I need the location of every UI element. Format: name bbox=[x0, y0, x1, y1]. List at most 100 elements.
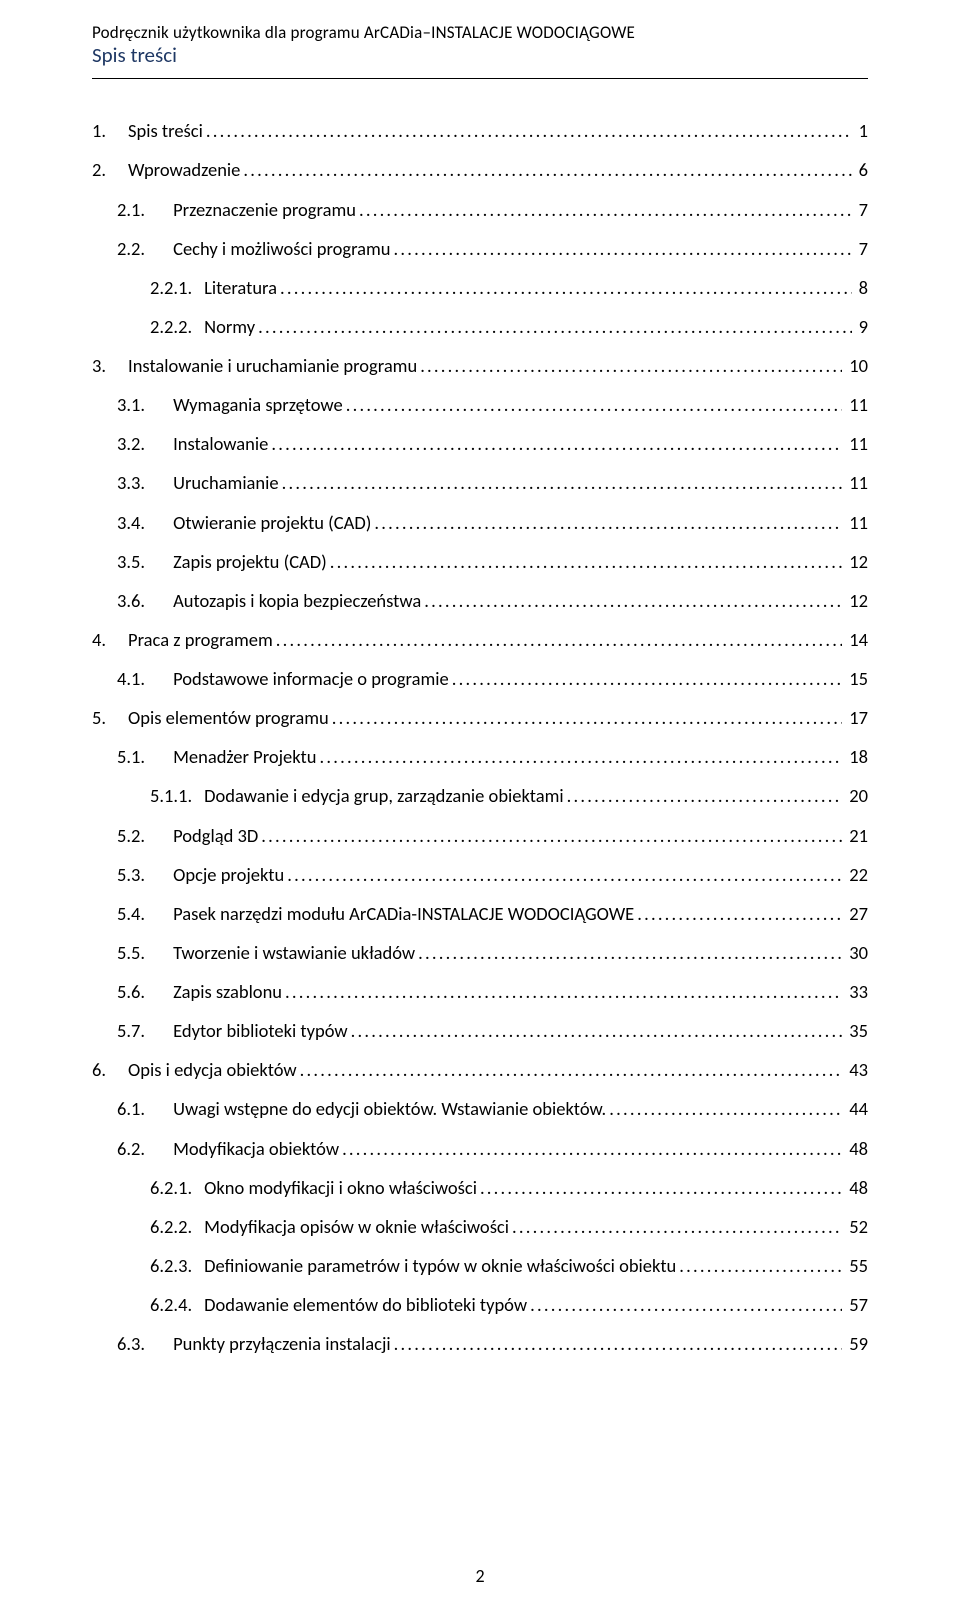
toc-title: Spis treści bbox=[128, 119, 203, 142]
toc-number: 2.2.1. bbox=[150, 276, 192, 299]
toc-leader-dots bbox=[319, 745, 842, 768]
toc-number: 6.2.3. bbox=[150, 1254, 192, 1277]
toc-title: Otwieranie projektu (CAD) bbox=[173, 511, 371, 534]
toc-page: 57 bbox=[845, 1293, 868, 1316]
toc-page: 59 bbox=[845, 1332, 868, 1355]
toc-leader-dots bbox=[374, 511, 842, 534]
toc-row[interactable]: 6.2.4.Dodawanie elementów do biblioteki … bbox=[92, 1293, 868, 1316]
toc-row[interactable]: 3.Instalowanie i uruchamianie programu10 bbox=[92, 354, 868, 377]
toc-row[interactable]: 5.5.Tworzenie i wstawianie układów30 bbox=[92, 941, 868, 964]
toc-page: 21 bbox=[845, 824, 868, 847]
toc-title: Instalowanie bbox=[173, 432, 268, 455]
toc-number: 5.1. bbox=[117, 745, 145, 768]
toc-page: 11 bbox=[845, 393, 868, 416]
toc-row[interactable]: 6.2.3. Definiowanie parametrów i typów w … bbox=[92, 1254, 868, 1277]
toc-row[interactable]: 2.2.2.Normy9 bbox=[92, 315, 868, 338]
toc-leader-dots bbox=[261, 824, 842, 847]
toc-page: 7 bbox=[855, 237, 868, 260]
toc-page: 8 bbox=[855, 276, 868, 299]
toc-leader-dots bbox=[359, 198, 852, 221]
toc-leader-dots bbox=[351, 1019, 843, 1042]
toc-number: 2.1. bbox=[117, 198, 145, 221]
toc-title: Instalowanie i uruchamianie programu bbox=[128, 354, 417, 377]
toc-title: Uruchamianie bbox=[173, 471, 279, 494]
toc-row[interactable]: 6.Opis i edycja obiektów43 bbox=[92, 1058, 868, 1081]
toc-row[interactable]: 3.4.Otwieranie projektu (CAD)11 bbox=[92, 511, 868, 534]
toc-title: Dodawanie i edycja grup, zarządzanie obi… bbox=[204, 784, 564, 807]
toc-leader-dots bbox=[300, 1058, 843, 1081]
toc-row[interactable]: 1.Spis treści1 bbox=[92, 119, 868, 142]
toc-page: 48 bbox=[845, 1176, 868, 1199]
toc-leader-dots bbox=[679, 1254, 842, 1277]
toc-page: 11 bbox=[845, 471, 868, 494]
toc-row[interactable]: 2.1.Przeznaczenie programu7 bbox=[92, 198, 868, 221]
toc-row[interactable]: 6.2. Modyfikacja obiektów 48 bbox=[92, 1137, 868, 1160]
toc-number: 6.1. bbox=[117, 1097, 145, 1120]
toc-row[interactable]: 3.5.Zapis projektu (CAD)12 bbox=[92, 550, 868, 573]
header-title: Podręcznik użytkownika dla programu ArCA… bbox=[92, 22, 868, 43]
toc-leader-dots bbox=[418, 941, 842, 964]
toc-row[interactable]: 6.3.Punkty przyłączenia instalacji59 bbox=[92, 1332, 868, 1355]
toc-row[interactable]: 4.1.Podstawowe informacje o programie15 bbox=[92, 667, 868, 690]
toc-number: 5.6. bbox=[117, 980, 145, 1003]
toc-title: Definiowanie parametrów i typów w oknie … bbox=[204, 1254, 676, 1277]
toc-leader-dots bbox=[243, 158, 851, 181]
toc-title: Podgląd 3D bbox=[173, 824, 258, 847]
toc-title: Podstawowe informacje o programie bbox=[173, 667, 449, 690]
toc-row[interactable]: 5.2.Podgląd 3D21 bbox=[92, 824, 868, 847]
toc-number: 5. bbox=[92, 706, 106, 729]
toc-row[interactable]: 2.2.1. Literatura 8 bbox=[92, 276, 868, 299]
header-rule bbox=[92, 78, 868, 79]
toc-page: 22 bbox=[845, 863, 868, 886]
toc-row[interactable]: 6.2.2.Modyfikacja opisów w oknie właściw… bbox=[92, 1215, 868, 1238]
toc-row[interactable]: 6.1. Uwagi wstępne do edycji obiektów. Ws… bbox=[92, 1097, 868, 1120]
toc-leader-dots bbox=[609, 1097, 842, 1120]
toc-row[interactable]: 4.Praca z programem14 bbox=[92, 628, 868, 651]
toc-title: Autozapis i kopia bezpieczeństwa bbox=[173, 589, 421, 612]
toc-number: 4.1. bbox=[117, 667, 145, 690]
toc-row[interactable]: 2.2.Cechy i możliwości programu7 bbox=[92, 237, 868, 260]
toc-page: 11 bbox=[845, 432, 868, 455]
toc-row[interactable]: 5.7.Edytor biblioteki typów35 bbox=[92, 1019, 868, 1042]
toc-leader-dots bbox=[287, 863, 842, 886]
toc-row[interactable]: 2.Wprowadzenie6 bbox=[92, 158, 868, 181]
toc-title: Modyfikacja opisów w oknie właściwości bbox=[204, 1215, 509, 1238]
toc-page: 1 bbox=[855, 119, 868, 142]
toc-number: 6.2. bbox=[117, 1137, 145, 1160]
toc-row[interactable]: 5.3.Opcje projektu22 bbox=[92, 863, 868, 886]
toc-row[interactable]: 5.Opis elementów programu17 bbox=[92, 706, 868, 729]
toc-page: 20 bbox=[845, 784, 868, 807]
toc-leader-dots bbox=[346, 393, 843, 416]
toc-page: 9 bbox=[855, 315, 868, 338]
toc-row[interactable]: 3.6.Autozapis i kopia bezpieczeństwa12 bbox=[92, 589, 868, 612]
toc-row[interactable]: 5.6.Zapis szablonu33 bbox=[92, 980, 868, 1003]
toc-number: 4. bbox=[92, 628, 106, 651]
toc-title: Przeznaczenie programu bbox=[173, 198, 356, 221]
toc-number: 6.2.1. bbox=[150, 1176, 192, 1199]
toc-page: 18 bbox=[845, 745, 868, 768]
toc-number: 5.7. bbox=[117, 1019, 145, 1042]
toc-title: Opis elementów programu bbox=[128, 706, 329, 729]
toc-row[interactable]: 6.2.1.Okno modyfikacji i okno właściwośc… bbox=[92, 1176, 868, 1199]
toc-page: 52 bbox=[845, 1215, 868, 1238]
toc-row[interactable]: 3.2.Instalowanie11 bbox=[92, 432, 868, 455]
toc-leader-dots bbox=[530, 1293, 842, 1316]
toc-row[interactable]: 5.1.Menadżer Projektu18 bbox=[92, 745, 868, 768]
toc-row[interactable]: 3.1.Wymagania sprzętowe11 bbox=[92, 393, 868, 416]
toc-title: Modyfikacja obiektów bbox=[173, 1137, 339, 1160]
toc-leader-dots bbox=[424, 589, 842, 612]
toc-page: 44 bbox=[845, 1097, 868, 1120]
toc-leader-dots bbox=[567, 784, 843, 807]
toc-page: 48 bbox=[845, 1137, 868, 1160]
toc-row[interactable]: 5.1.1.Dodawanie i edycja grup, zarządzan… bbox=[92, 784, 868, 807]
toc-row[interactable]: 3.3.Uruchamianie11 bbox=[92, 471, 868, 494]
toc-title: Cechy i możliwości programu bbox=[173, 237, 390, 260]
table-of-contents: 1.Spis treści12.Wprowadzenie62.1.Przezna… bbox=[92, 119, 868, 1355]
toc-title: Zapis projektu (CAD) bbox=[173, 550, 327, 573]
toc-number: 5.3. bbox=[117, 863, 145, 886]
toc-title: Uwagi wstępne do edycji obiektów. Wstawi… bbox=[173, 1097, 606, 1120]
toc-title: Literatura bbox=[204, 276, 277, 299]
toc-number: 3.4. bbox=[117, 511, 145, 534]
toc-row[interactable]: 5.4.Pasek narzędzi modułu ArCADia-INSTAL… bbox=[92, 902, 868, 925]
toc-page: 55 bbox=[845, 1254, 868, 1277]
